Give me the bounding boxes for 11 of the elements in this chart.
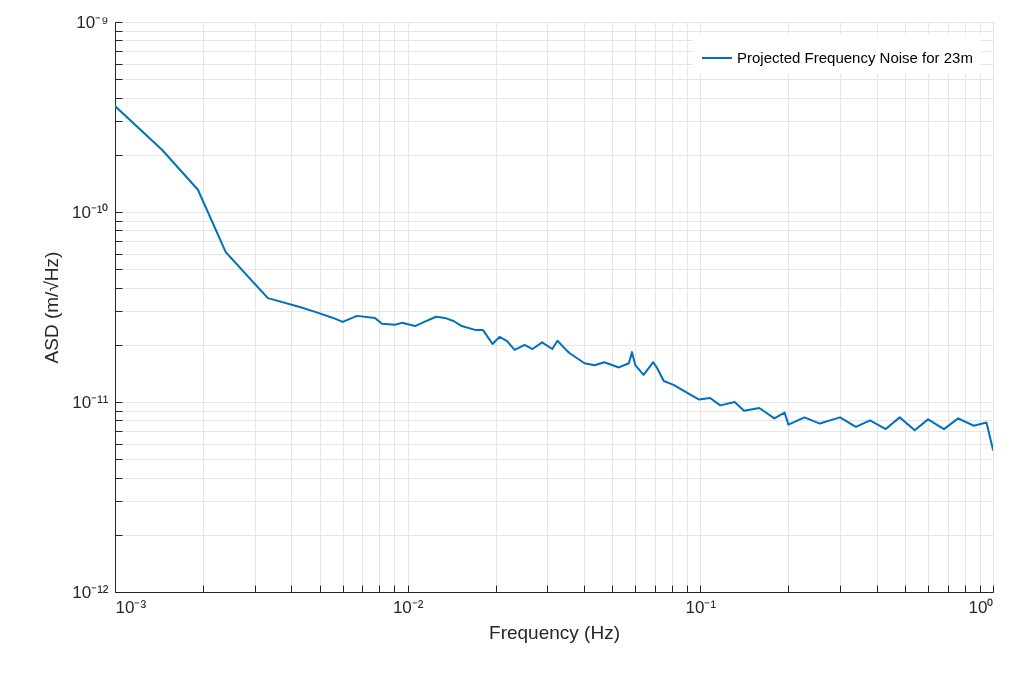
x-tick-label: 10⁰: [968, 597, 994, 617]
x-axis-title: Frequency (Hz): [489, 621, 620, 643]
legend-label: Projected Frequency Noise for 23m: [737, 49, 973, 66]
y-tick-label: 10⁻¹²: [72, 582, 109, 602]
x-tick-label: 10⁻¹: [685, 597, 717, 617]
x-tick-label: 10⁻²: [392, 597, 424, 617]
y-tick-label: 10⁻¹¹: [72, 392, 109, 412]
x-tick-label: 10⁻³: [115, 597, 147, 617]
y-axis-title: ASD (m/√Hz): [40, 251, 62, 364]
y-tick-label: 10⁻⁹: [76, 12, 109, 32]
y-tick-label: 10⁻¹⁰: [71, 202, 109, 222]
